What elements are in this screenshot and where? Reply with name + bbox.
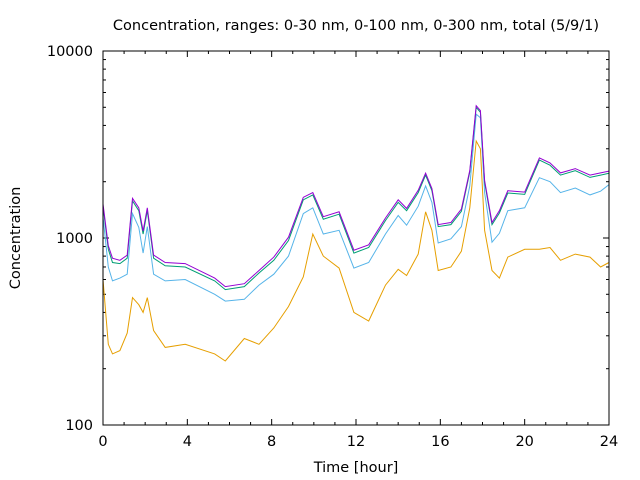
- series-line-0-30-nm: [102, 139, 610, 362]
- series-lines: [102, 104, 610, 362]
- x-tick-label: 20: [515, 434, 533, 450]
- y-tick-label: 10000: [47, 44, 93, 60]
- axis-ticks: [102, 51, 610, 426]
- x-tick-label: 8: [267, 434, 276, 450]
- series-line-total: [102, 104, 610, 288]
- x-tick-label: 24: [600, 434, 618, 450]
- series-line-0-100-nm: [102, 113, 610, 302]
- series-line-0-300-nm: [102, 106, 610, 291]
- x-tick-label: 4: [183, 434, 192, 450]
- axis-tick-labels: 0 4 8 12 16 20 24 100 1000 10000: [47, 44, 618, 450]
- y-tick-label: 100: [65, 418, 93, 434]
- plot-frame: [102, 50, 610, 426]
- y-tick-label: 1000: [56, 231, 93, 247]
- x-tick-label: 12: [347, 434, 365, 450]
- x-axis-label: Time [hour]: [313, 460, 399, 476]
- chart-title: Concentration, ranges: 0-30 nm, 0-100 nm…: [113, 18, 599, 34]
- x-tick-label: 0: [98, 434, 107, 450]
- x-tick-label: 16: [431, 434, 449, 450]
- y-axis-label: Concentration: [8, 187, 24, 290]
